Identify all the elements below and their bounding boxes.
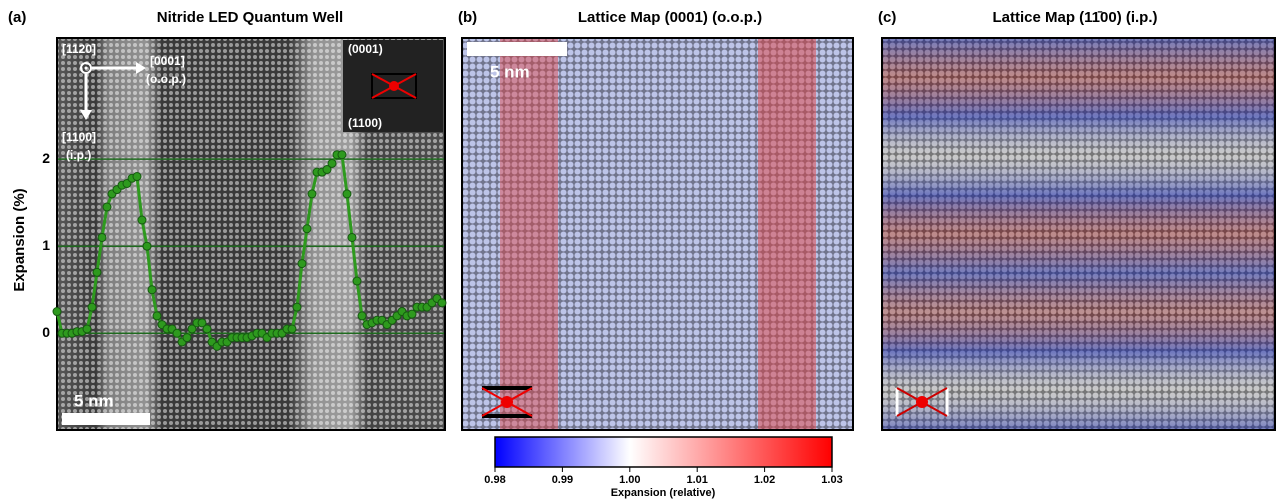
image-c-stripes — [882, 38, 1275, 430]
image-b-band — [500, 38, 558, 430]
panel-label: (c) — [878, 9, 896, 26]
point — [327, 158, 337, 168]
point — [407, 309, 417, 319]
point — [142, 241, 152, 251]
annotation: [1120] — [62, 42, 96, 56]
colorbar — [494, 436, 833, 468]
point — [302, 224, 312, 234]
point — [297, 259, 307, 269]
point — [197, 318, 207, 328]
point — [137, 215, 147, 225]
point — [337, 150, 347, 160]
y-tick-label: 1 — [42, 237, 50, 253]
annotation: (o.o.p.) — [146, 72, 186, 86]
point — [187, 324, 197, 334]
scale-bar — [62, 413, 150, 425]
annotation: (1100) — [348, 116, 382, 130]
point — [292, 302, 302, 312]
colorbar-label: Expansion (relative) — [611, 487, 716, 499]
frame — [461, 37, 854, 431]
image-b-band — [758, 38, 816, 430]
point — [132, 172, 142, 182]
point — [147, 285, 157, 295]
inset — [343, 40, 443, 132]
annotation: [0001] — [150, 54, 185, 68]
title: Lattice Map (0001) (o.o.p.) — [578, 9, 762, 26]
point — [357, 311, 367, 321]
point — [97, 232, 107, 242]
point — [52, 307, 62, 317]
point — [307, 189, 317, 199]
annotation: [1100] — [62, 130, 96, 144]
cell-marker — [481, 386, 533, 418]
cell-marker — [895, 387, 949, 417]
x-tick-label: 0.99 — [552, 474, 573, 486]
point — [342, 189, 352, 199]
point — [87, 302, 97, 312]
orientation-marker — [80, 62, 146, 120]
point — [347, 232, 357, 242]
point — [437, 298, 447, 308]
scale-label: 5 nm — [74, 391, 114, 410]
panel-label: (b) — [458, 9, 477, 26]
scale-bar — [467, 42, 567, 56]
point — [182, 333, 192, 343]
series — [52, 150, 447, 351]
point — [287, 324, 297, 334]
point — [172, 328, 182, 338]
title: Nitride LED Quantum Well — [157, 9, 343, 26]
y-axis-label: Expansion (%) — [11, 188, 28, 291]
x-tick-label: 1.03 — [821, 474, 842, 486]
frame — [56, 37, 446, 431]
point — [152, 311, 162, 321]
scale-label: 5 nm — [490, 62, 530, 81]
point — [82, 324, 92, 334]
point — [102, 202, 112, 212]
annotation: (0001) — [348, 42, 383, 56]
x-tick-label: 1.02 — [754, 474, 775, 486]
y-tick-label: 0 — [42, 324, 50, 340]
point — [322, 165, 332, 175]
point — [352, 276, 362, 286]
frame — [881, 37, 1276, 431]
x-tick-label: 1.01 — [686, 474, 707, 486]
panel-label: (a) — [8, 9, 26, 26]
title: Lattice Map (11̄00) (i.p.) — [992, 9, 1157, 26]
point — [92, 267, 102, 277]
point — [202, 324, 212, 334]
y-tick-label: 2 — [42, 150, 50, 166]
annotation: (i.p.) — [66, 148, 91, 162]
x-tick-label: 0.98 — [484, 474, 505, 486]
x-tick-label: 1.00 — [619, 474, 640, 486]
